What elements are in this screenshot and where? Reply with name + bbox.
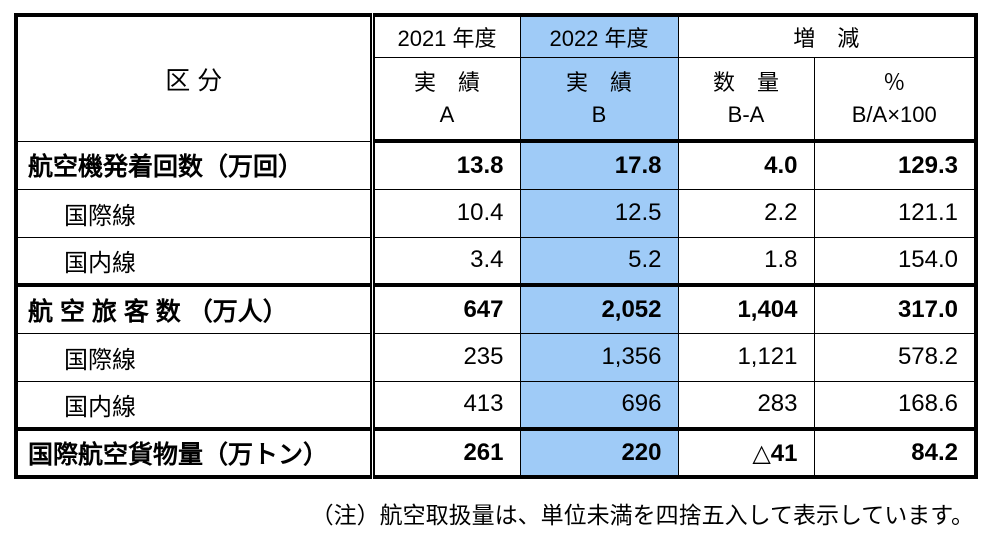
row-label: 国内線	[15, 236, 373, 287]
value-2021: 235	[369, 332, 521, 382]
table-row-cargo: 国際航空貨物量（万トン） 261 220 △41 84.2	[15, 428, 977, 478]
value-pct: 154.0	[813, 236, 977, 287]
header-row-years: 区 分 2021 年度 2022 年度 増 減	[15, 14, 977, 142]
value-2022: 2,052	[519, 284, 679, 334]
table-row-movements-international: 国際線 10.4 12.5 2.2 121.1	[15, 188, 977, 238]
header-fy2022-result-label: 実 績	[565, 69, 632, 95]
header-fy2021-result-label: 実 績	[413, 69, 480, 95]
table-row-movements-domestic: 国内線 3.4 5.2 1.8 154.0	[15, 236, 977, 287]
header-category: 区 分	[15, 14, 373, 142]
row-label: 航空機発着回数（万回）	[15, 140, 373, 190]
value-pct: 121.1	[813, 188, 977, 238]
header-change-qty-formula: B-A	[727, 101, 765, 127]
table-row-passengers-international: 国際線 235 1,356 1,121 578.2	[15, 332, 977, 382]
value-2022: 17.8	[519, 140, 679, 190]
value-diff: 2.2	[677, 188, 815, 238]
value-2021: 413	[369, 380, 521, 431]
header-fy2021-result: 実 績 A	[369, 56, 521, 143]
footnote: （注）航空取扱量は、単位未満を四捨五入して表示しています。	[310, 502, 974, 528]
value-diff: 1.8	[677, 236, 815, 287]
row-label: 国際航空貨物量（万トン）	[15, 428, 373, 478]
header-change-pct: ％ B/A×100	[813, 56, 977, 143]
value-pct: 317.0	[813, 284, 977, 334]
value-2022: 1,356	[519, 332, 679, 382]
value-pct: 578.2	[813, 332, 977, 382]
header-change-pct-label: ％	[883, 69, 906, 95]
value-diff: 1,121	[677, 332, 815, 382]
header-row-subtitles: 実 績 A 実 績 B 数 量 B-A	[16, 56, 977, 143]
value-2022: 5.2	[519, 236, 679, 287]
table-row-passengers-domestic: 国内線 413 696 283 168.6	[15, 380, 977, 431]
table-row-aircraft-movements: 航空機発着回数（万回） 13.8 17.8 4.0 129.3	[15, 140, 977, 190]
value-diff: △41	[677, 428, 815, 478]
statistics-table: 区 分 2021 年度 2022 年度 増 減 実 績 A 実 績 B	[14, 13, 979, 479]
header-fy2021-year: 2021 年度	[369, 14, 521, 58]
value-diff: 1,404	[677, 284, 815, 334]
row-label: 国内線	[15, 380, 373, 431]
header-change-pct-formula: B/A×100	[851, 101, 937, 127]
value-pct: 168.6	[813, 380, 977, 431]
value-2022: 696	[519, 380, 679, 431]
header-fy2022-code: B	[591, 101, 607, 127]
header-change-qty: 数 量 B-A	[677, 56, 815, 143]
row-label: 国際線	[15, 188, 373, 238]
value-pct: 129.3	[813, 140, 977, 190]
table-row-passengers: 航 空 旅 客 数 （万人） 647 2,052 1,404 317.0	[15, 284, 977, 334]
value-2022: 12.5	[519, 188, 679, 238]
value-2021: 647	[369, 284, 521, 334]
value-2021: 261	[369, 428, 521, 478]
value-pct: 84.2	[813, 428, 977, 478]
header-fy2021-code: A	[439, 101, 455, 127]
value-diff: 4.0	[677, 140, 815, 190]
header-change-qty-label: 数 量	[712, 69, 779, 95]
row-label: 国際線	[15, 332, 373, 382]
header-fy2022-year: 2022 年度	[519, 14, 679, 58]
header-fy2022-result: 実 績 B	[519, 56, 679, 143]
value-2021: 3.4	[369, 236, 521, 287]
value-2022: 220	[519, 428, 679, 478]
value-diff: 283	[677, 380, 815, 431]
row-label: 航 空 旅 客 数 （万人）	[15, 284, 373, 334]
value-2021: 13.8	[369, 140, 521, 190]
value-2021: 10.4	[369, 188, 521, 238]
header-change-title: 増 減	[677, 14, 977, 58]
